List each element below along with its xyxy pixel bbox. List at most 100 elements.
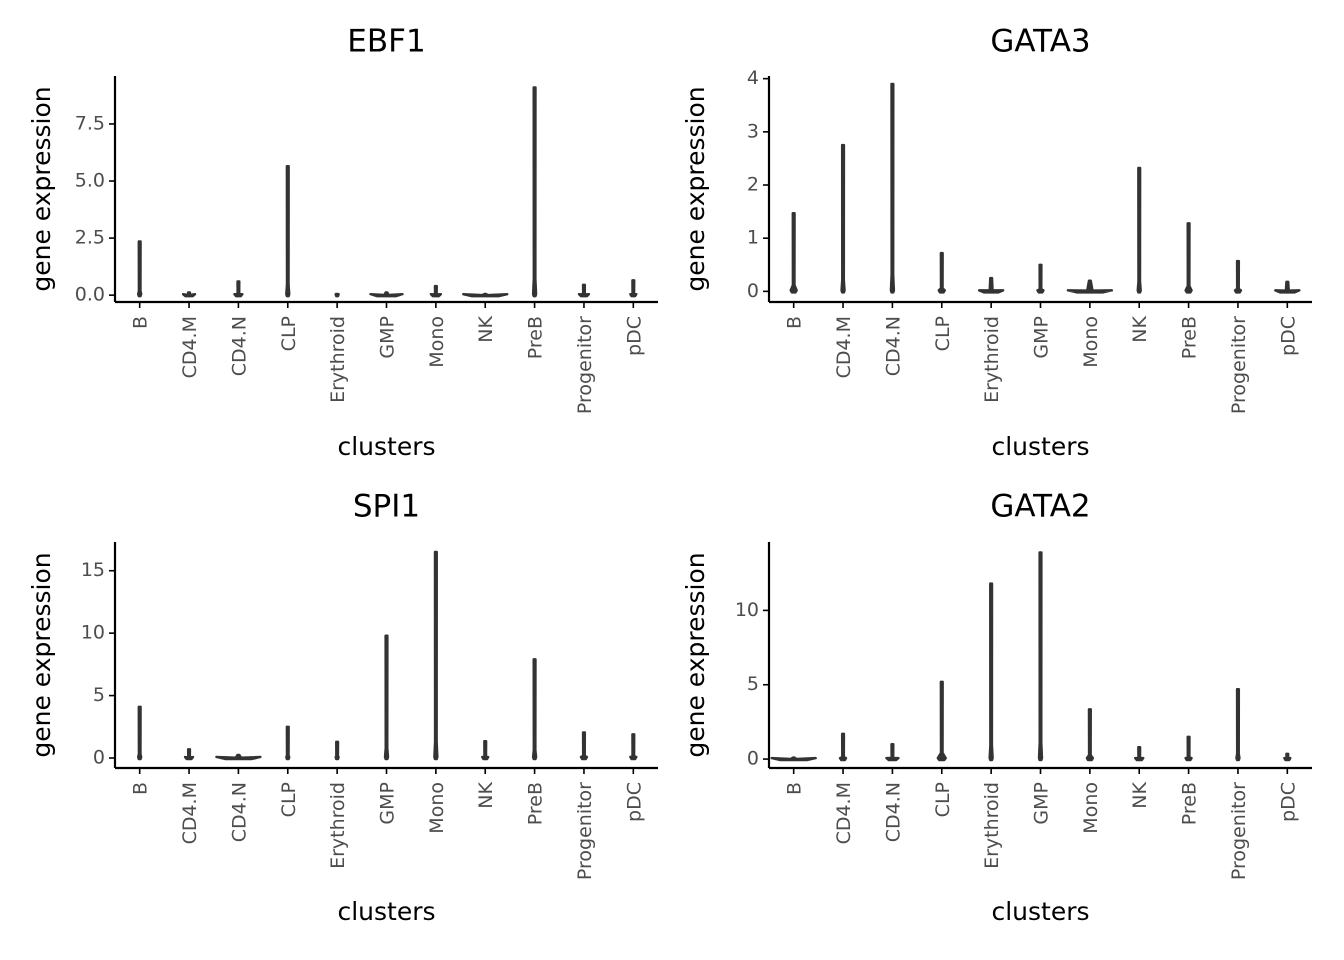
x-tick-label: pDC	[623, 782, 645, 822]
y-axis-title: gene expression	[681, 86, 710, 291]
x-tick-label: Erythroid	[981, 316, 1003, 403]
violin-erythroid	[977, 276, 1005, 294]
panel-title: GATA2	[990, 489, 1090, 525]
violin-mono	[1066, 279, 1114, 294]
x-tick-label: Erythroid	[327, 316, 349, 403]
x-tick-label: NK	[1129, 781, 1151, 808]
x-axis-title: clusters	[991, 432, 1089, 461]
x-tick-label: CLP	[278, 316, 300, 351]
x-tick-label: Mono	[1080, 782, 1102, 834]
y-tick-label: 10	[735, 599, 759, 621]
panel-ebf1: EBF1 0.0 2.5 5.0 7.5 B CD4.M CD4.N CLP Erythroid G…	[27, 24, 658, 461]
violin-mono	[433, 550, 439, 761]
violin-cd4-m	[181, 291, 197, 298]
x-tick-label: NK	[1129, 315, 1151, 342]
violin-erythroid	[334, 292, 340, 298]
panel-gata3: GATA3 0 1 2 3 4 B CD4.M CD4.N CLP Erythroid GMP Mono…	[681, 24, 1312, 461]
y-tick-label: 0	[93, 747, 105, 769]
y-tick-label: 1	[747, 227, 759, 249]
x-tick-label: B	[130, 782, 152, 795]
violin-progenitor	[577, 283, 591, 298]
x-tick-label: Erythroid	[981, 782, 1003, 869]
violin-pdc	[1274, 280, 1301, 294]
x-tick-label: CLP	[932, 782, 954, 817]
x-tick-label: PreB	[525, 316, 547, 359]
violin-gmp	[369, 291, 404, 298]
y-tick-label: 0	[747, 748, 759, 770]
x-tick-label: NK	[475, 315, 497, 342]
x-tick-label: CLP	[932, 316, 954, 351]
y-tick-label: 7.5	[75, 112, 105, 134]
x-tick-label: Erythroid	[327, 782, 349, 869]
x-tick-label: Progenitor	[574, 782, 596, 880]
violin-clp	[936, 680, 947, 762]
x-tick-label: GMP	[377, 316, 399, 359]
y-tick-label: 5	[747, 673, 759, 695]
violin-pdc	[629, 733, 638, 761]
violin-progenitor	[1233, 259, 1243, 294]
violin-clp	[937, 251, 946, 294]
x-tick-label: CD4.N	[882, 782, 904, 842]
x-tick-label: CD4.M	[833, 316, 855, 378]
violin-gmp	[383, 634, 390, 761]
violin-b	[789, 211, 798, 294]
y-tick-label: 3	[747, 120, 759, 142]
x-tick-label: PreB	[525, 782, 547, 825]
x-tick-label: CD4.N	[882, 316, 904, 376]
violin-preb	[531, 658, 538, 761]
violin-cd4-n	[233, 280, 244, 298]
x-tick-label: Mono	[426, 316, 448, 368]
x-axis-title: clusters	[337, 432, 435, 461]
x-tick-label: Progenitor	[574, 316, 596, 414]
x-tick-label: Progenitor	[1228, 316, 1250, 414]
violin-pdc	[629, 279, 638, 298]
violin-progenitor	[579, 731, 589, 761]
y-tick-label: 5	[93, 684, 105, 706]
violin-nk	[1136, 166, 1142, 294]
violin-cd4-m	[183, 748, 195, 761]
x-tick-label: CD4.M	[833, 782, 855, 844]
violin-b	[136, 705, 143, 761]
violin-preb	[1184, 735, 1193, 762]
panel-spi1: SPI1 0 5 10 15 B CD4.M CD4.N CLP Erythroid GMP Mono…	[27, 489, 658, 926]
x-tick-label: GMP	[377, 782, 399, 825]
x-tick-label: CD4.M	[179, 316, 201, 378]
violin-gmp	[1036, 263, 1045, 294]
x-tick-label: PreB	[1179, 316, 1201, 359]
x-tick-label: GMP	[1031, 782, 1053, 825]
x-tick-label: Progenitor	[1228, 782, 1250, 880]
y-tick-label: 5.0	[75, 170, 105, 192]
violin-erythroid	[334, 740, 340, 761]
violin-cd4-n	[215, 753, 262, 761]
violin-nk	[481, 739, 490, 761]
x-tick-label: pDC	[1277, 316, 1299, 356]
x-tick-label: B	[784, 782, 806, 795]
violin-cd4-m	[840, 143, 846, 294]
x-tick-label: B	[130, 316, 152, 329]
x-axis-title: clusters	[337, 897, 435, 926]
violin-mono	[1085, 708, 1095, 762]
y-axis-title: gene expression	[27, 86, 56, 291]
violin-b	[770, 756, 817, 762]
x-tick-label: NK	[475, 781, 497, 808]
y-axis-title: gene expression	[681, 552, 710, 757]
y-tick-label: 15	[81, 559, 105, 581]
x-tick-label: Mono	[426, 782, 448, 834]
violin-mono	[429, 284, 443, 298]
x-tick-label: CLP	[278, 782, 300, 817]
violin-clp	[285, 164, 291, 298]
violin-gmp	[1037, 551, 1044, 762]
x-tick-label: pDC	[1277, 782, 1299, 822]
y-tick-label: 0.0	[75, 284, 105, 306]
x-tick-label: Mono	[1080, 316, 1102, 368]
y-tick-label: 2.5	[75, 227, 105, 249]
panel-gata2: GATA2 0 5 10 B CD4.M CD4.N CLP Erythroid GMP Mono N…	[681, 489, 1312, 926]
violin-cd4-m	[838, 732, 848, 762]
violin-pdc	[1283, 752, 1292, 762]
y-axis-title: gene expression	[27, 552, 56, 757]
violin-cd4-n	[885, 743, 900, 762]
violin-b	[136, 240, 143, 298]
x-tick-label: CD4.N	[228, 782, 250, 842]
